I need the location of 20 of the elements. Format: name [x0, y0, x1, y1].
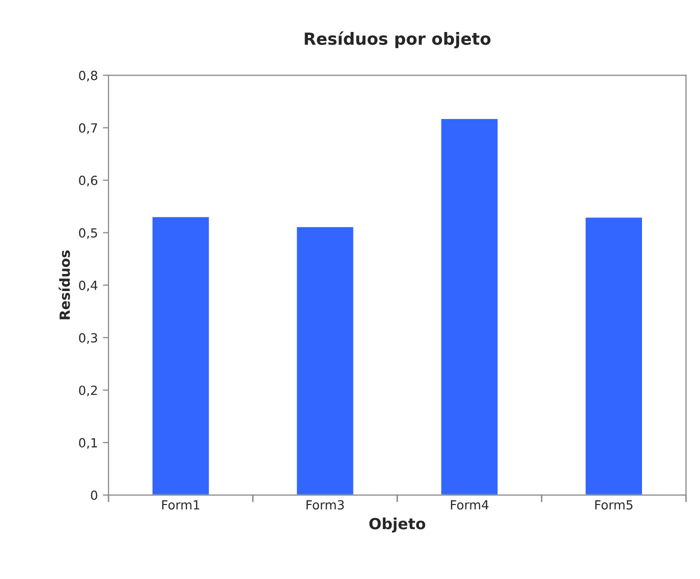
- y-tick-label: 0,5: [79, 228, 97, 239]
- y-tick-label: 0,2: [79, 386, 97, 396]
- x-tick-label: Form1: [162, 500, 200, 510]
- y-tick-label: 0,7: [79, 123, 98, 134]
- y-tick-label: 0: [90, 490, 98, 500]
- bar: [151, 216, 210, 496]
- y-axis-title: Resíduos: [58, 250, 70, 320]
- x-tick-label: Form4: [450, 500, 488, 510]
- y-tick-label: 0,4: [79, 280, 98, 292]
- y-tick-label: 0,3: [79, 333, 98, 344]
- y-tick-label: 0,1: [79, 438, 97, 449]
- y-tick-label: 0,8: [79, 70, 98, 82]
- y-tick-label: 0,6: [79, 176, 98, 186]
- x-tick-label: Form5: [595, 500, 632, 510]
- bar: [584, 216, 644, 496]
- bar: [295, 226, 355, 496]
- x-tick-label: Form3: [306, 500, 344, 510]
- chart-title: Resíduos por objeto: [304, 31, 491, 48]
- bar: [440, 118, 500, 496]
- x-axis-title: Objeto: [369, 518, 426, 532]
